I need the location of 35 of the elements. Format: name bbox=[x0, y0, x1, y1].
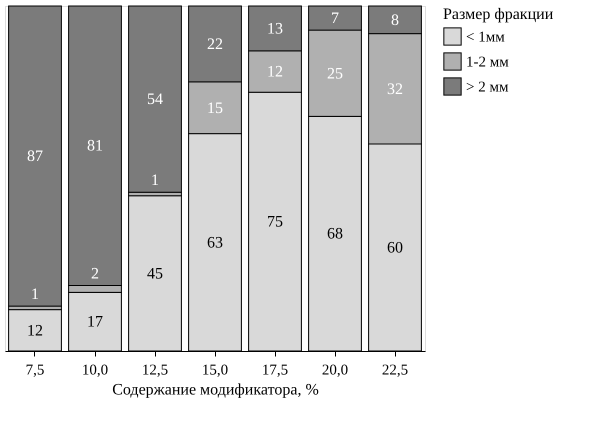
x-tick-label: 20,0 bbox=[322, 362, 348, 378]
data-label: 54 bbox=[147, 91, 163, 108]
data-label: 75 bbox=[267, 214, 283, 231]
data-label: 1 bbox=[151, 172, 159, 190]
x-axis-title: Содержание модификатора, % bbox=[112, 382, 319, 398]
data-label: 1 bbox=[31, 286, 39, 304]
x-tick-label: 15,0 bbox=[202, 362, 228, 378]
data-label: 15 bbox=[207, 100, 223, 117]
data-label: 25 bbox=[327, 65, 343, 82]
data-label: 68 bbox=[327, 226, 343, 243]
legend-label: > 2 мм bbox=[466, 80, 509, 96]
data-label: 13 bbox=[267, 20, 283, 38]
bar bbox=[8, 6, 62, 307]
legend-label: < 1мм bbox=[466, 30, 506, 46]
data-label: 12 bbox=[27, 322, 43, 340]
legend-label: 1-2 мм bbox=[466, 54, 510, 70]
data-label: 32 bbox=[387, 80, 403, 98]
x-tick-label: 12,5 bbox=[142, 362, 168, 378]
data-label: 60 bbox=[387, 240, 403, 256]
data-label: 8 bbox=[391, 12, 399, 29]
data-label: 63 bbox=[207, 234, 223, 252]
data-label: 45 bbox=[147, 265, 163, 282]
x-tick-label: 7,5 bbox=[26, 362, 44, 378]
x-tick-label: 17,5 bbox=[262, 362, 288, 378]
data-label: 22 bbox=[207, 36, 223, 53]
data-label: 81 bbox=[87, 138, 103, 155]
data-label: 7 bbox=[331, 10, 339, 28]
data-label: 17 bbox=[87, 314, 103, 331]
bar bbox=[128, 6, 182, 193]
x-tick-label: 22,5 bbox=[382, 362, 408, 378]
data-label: 2 bbox=[91, 265, 99, 282]
data-label: 87 bbox=[27, 148, 43, 166]
data-label: 12 bbox=[267, 64, 283, 81]
x-tick-label: 10,0 bbox=[82, 362, 108, 378]
legend-title: Размер фракции bbox=[443, 6, 554, 23]
